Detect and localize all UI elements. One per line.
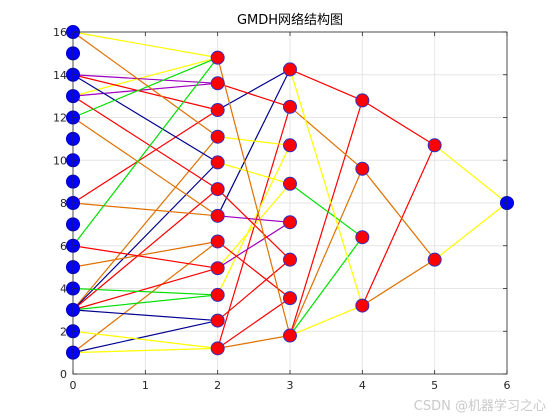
- edge-line: [289, 183, 363, 238]
- node-point: [210, 208, 225, 223]
- edge-line: [217, 145, 291, 296]
- x-tick-label: 4: [359, 379, 366, 392]
- network-edges: [72, 31, 508, 354]
- x-tick-label: 5: [431, 379, 438, 392]
- edge-line: [217, 297, 291, 349]
- node-point: [210, 234, 225, 249]
- node-point: [210, 50, 225, 65]
- node-point: [355, 161, 370, 176]
- edge-line: [289, 305, 363, 337]
- edge-line: [72, 267, 218, 311]
- edge-line: [72, 109, 218, 204]
- edge-line: [217, 221, 291, 269]
- x-tick-label: 0: [70, 379, 77, 392]
- x-tick-label: 1: [142, 379, 149, 392]
- edge-line: [289, 236, 363, 336]
- edge-line: [72, 117, 219, 217]
- edge-line: [289, 69, 363, 306]
- edge-line: [72, 319, 218, 354]
- edge-line: [362, 259, 435, 307]
- node-point: [283, 291, 297, 306]
- y-tick-label: 12: [53, 112, 67, 125]
- edge-line: [289, 100, 363, 336]
- node-point: [427, 252, 442, 267]
- edge-line: [217, 106, 291, 349]
- node-point: [210, 287, 225, 302]
- node-point: [355, 93, 370, 108]
- edge-line: [72, 74, 218, 84]
- x-tick-label: 2: [214, 379, 221, 392]
- edge-line: [217, 136, 291, 146]
- edge-line: [361, 145, 436, 306]
- node-point: [355, 298, 370, 313]
- edge-line: [72, 240, 218, 268]
- y-tick-label: 4: [60, 283, 67, 296]
- edge-line: [72, 82, 218, 97]
- edge-line: [72, 309, 218, 322]
- edge-line: [217, 215, 291, 223]
- x-tick-label: 6: [504, 379, 511, 392]
- edge-line: [289, 68, 363, 101]
- edge-line: [217, 82, 291, 108]
- edge-line: [72, 287, 218, 296]
- node-point: [283, 99, 297, 114]
- node-point: [283, 138, 297, 153]
- edge-line: [217, 69, 291, 217]
- edge-line: [72, 202, 218, 217]
- edge-line: [217, 161, 291, 185]
- edge-line: [217, 334, 291, 349]
- node-point: [210, 341, 225, 356]
- edge-line: [72, 74, 218, 163]
- edge-line: [72, 294, 218, 311]
- y-tick-label: 6: [60, 240, 67, 253]
- edge-line: [362, 99, 435, 146]
- edge-line: [217, 188, 291, 261]
- y-tick-label: 2: [60, 325, 67, 338]
- edge-line: [72, 347, 218, 354]
- edge-line: [289, 168, 363, 336]
- edge-line: [72, 57, 219, 247]
- edge-line: [72, 161, 219, 311]
- node-point: [283, 176, 297, 191]
- edge-line: [434, 144, 508, 204]
- edge-line: [72, 330, 218, 349]
- node-point: [355, 230, 370, 245]
- edge-line: [434, 202, 508, 261]
- y-tick-label: 8: [60, 197, 67, 210]
- edge-line: [72, 31, 219, 138]
- node-point: [210, 129, 225, 144]
- x-tick-label: 3: [287, 379, 294, 392]
- node-point: [210, 182, 225, 197]
- edge-line: [72, 95, 218, 190]
- node-point: [283, 252, 297, 267]
- node-point: [283, 328, 297, 343]
- edge-line: [72, 74, 218, 111]
- node-point: [210, 155, 225, 170]
- node-point: [210, 103, 225, 118]
- edge-line: [217, 57, 291, 336]
- node-point: [210, 76, 225, 91]
- edge-line: [72, 57, 218, 119]
- chart-title: GMDH网络结构图: [237, 12, 343, 28]
- y-tick-label: 14: [53, 69, 67, 82]
- edge-line: [289, 106, 363, 170]
- y-tick-label: 16: [53, 26, 67, 39]
- edge-line: [217, 183, 291, 269]
- edge-line: [72, 31, 218, 59]
- edge-line: [72, 245, 218, 269]
- watermark: CSDN @机器学习之心: [413, 399, 546, 414]
- node-point: [427, 138, 442, 153]
- node-point: [210, 261, 225, 276]
- edge-line: [217, 259, 291, 322]
- node-point: [283, 62, 297, 77]
- edge-line: [72, 136, 219, 311]
- y-tick-label: 0: [60, 368, 67, 381]
- edge-line: [361, 168, 436, 261]
- y-tick-label: 10: [53, 154, 67, 167]
- node-point: [283, 215, 297, 230]
- node-point: [210, 313, 225, 328]
